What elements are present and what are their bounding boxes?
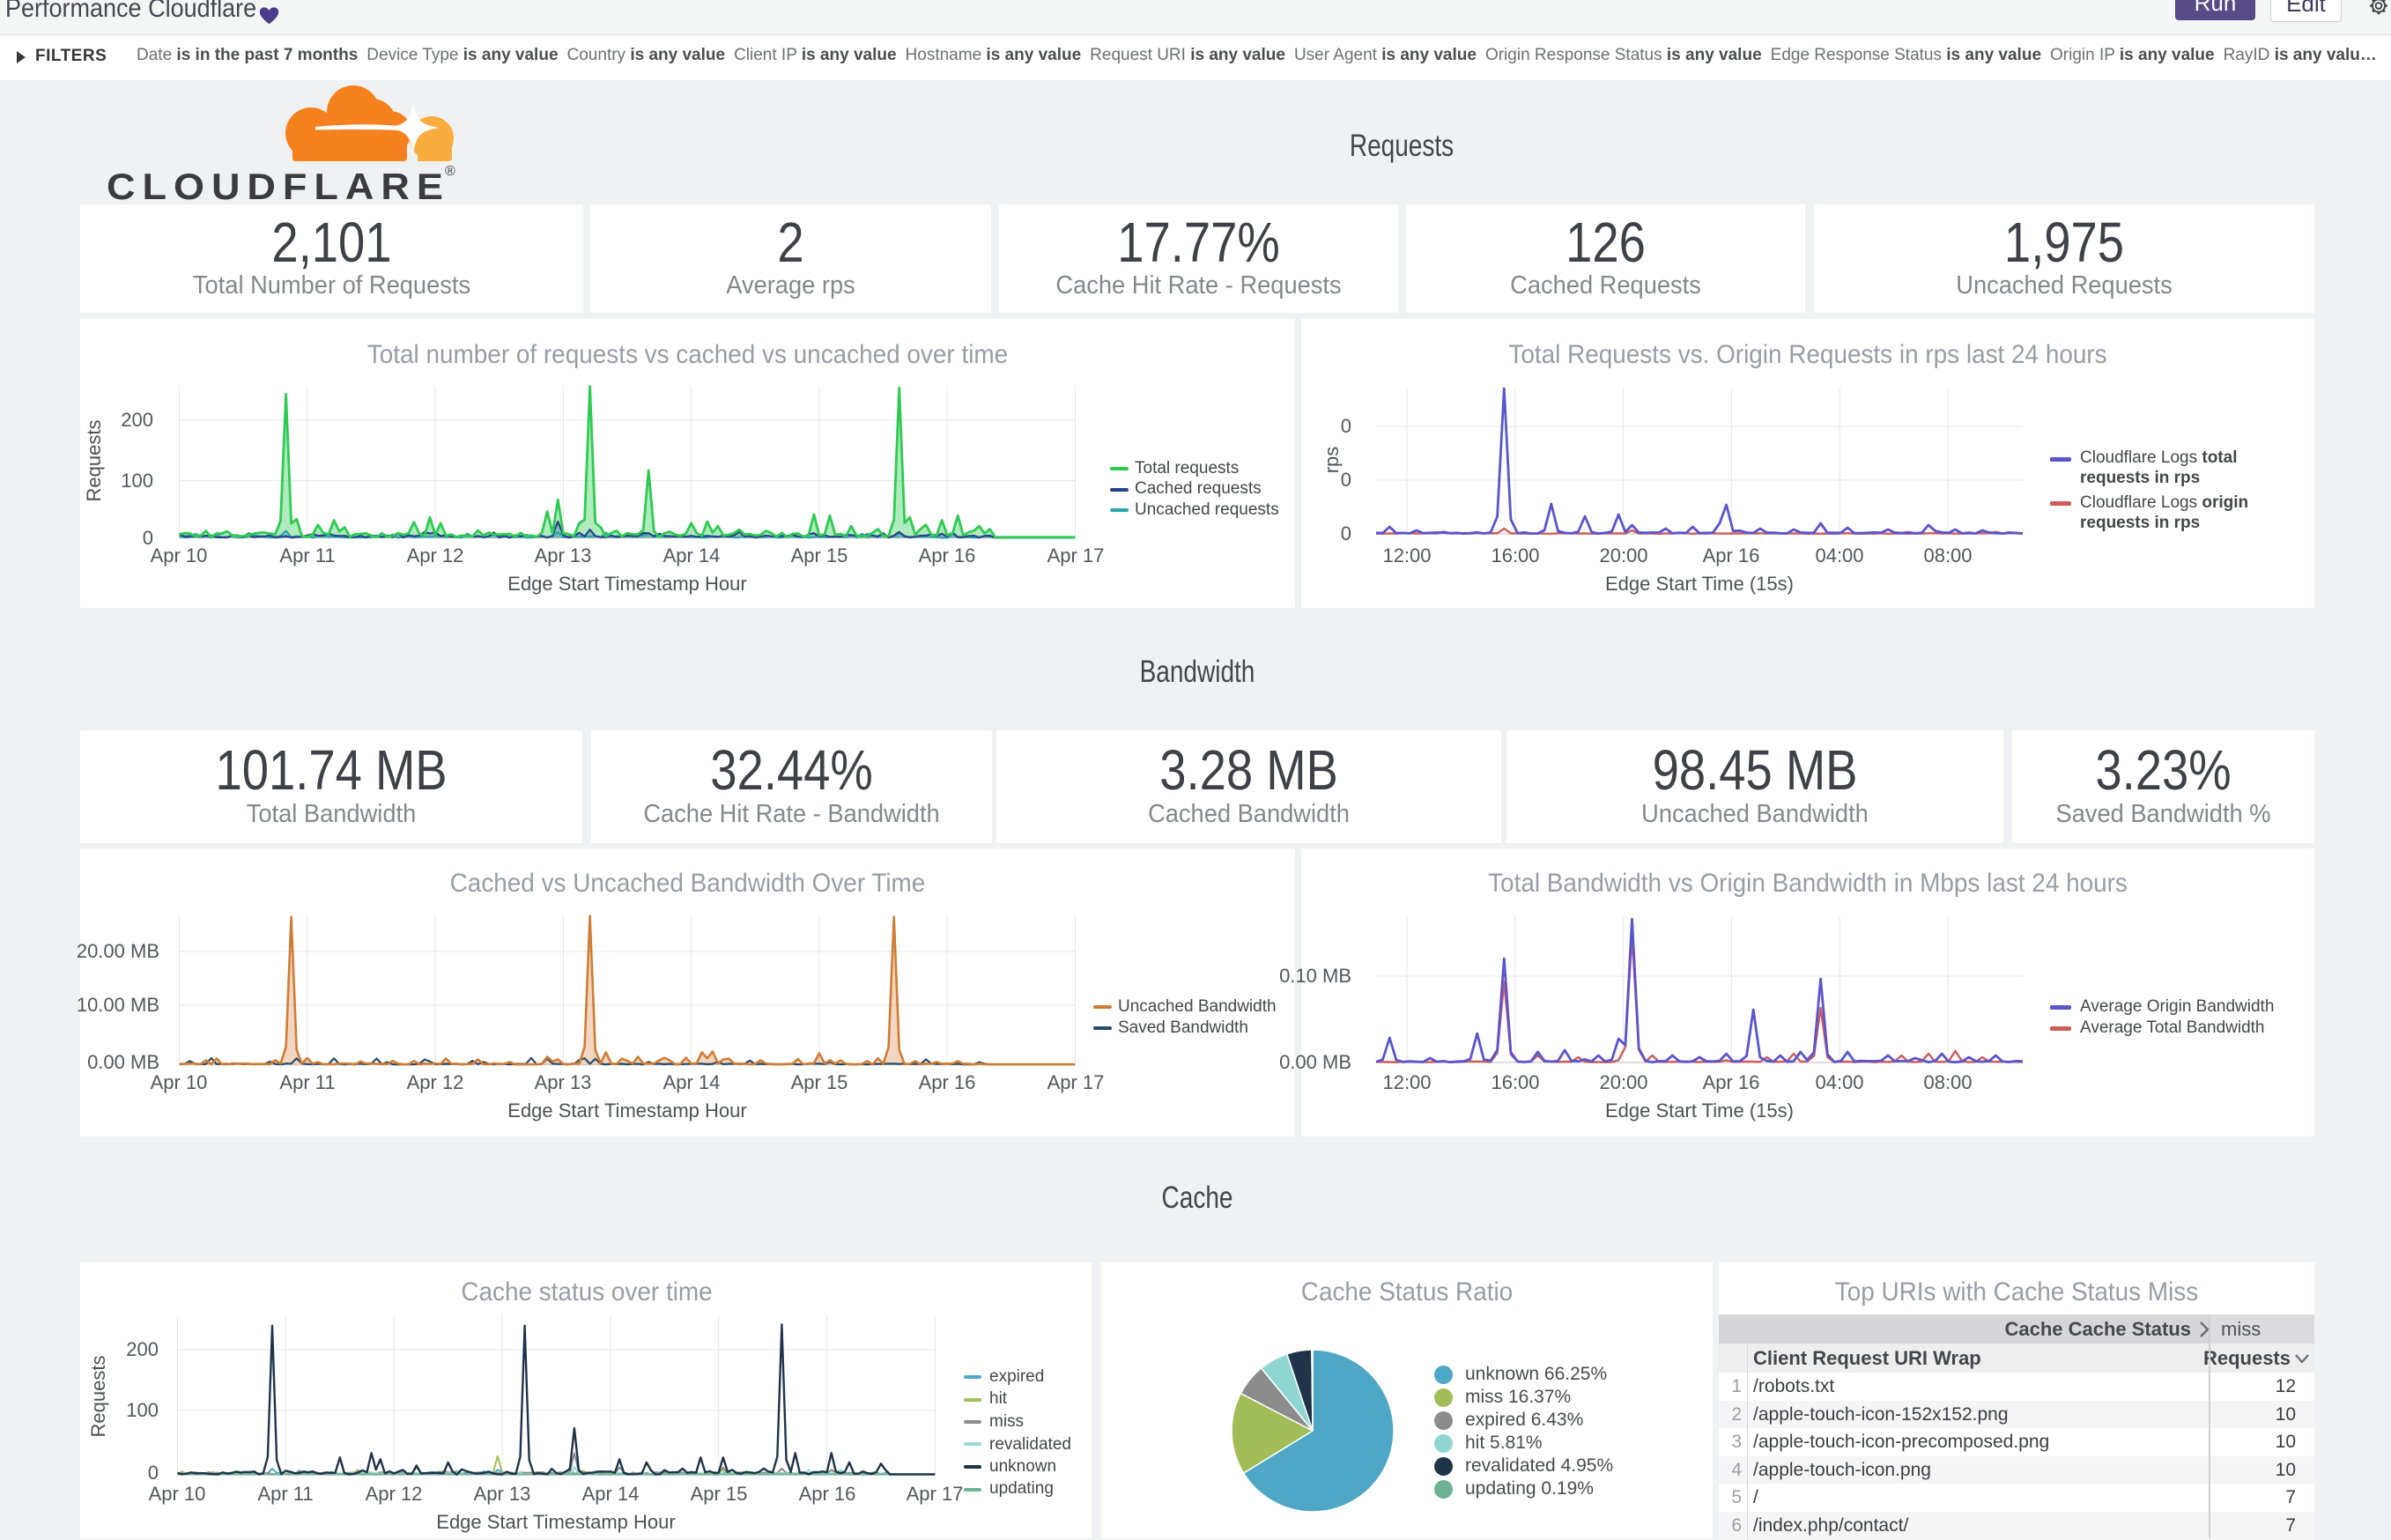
svg-text:®: ® — [445, 164, 455, 179]
svg-text:CLOUDFLARE: CLOUDFLARE — [107, 167, 450, 207]
